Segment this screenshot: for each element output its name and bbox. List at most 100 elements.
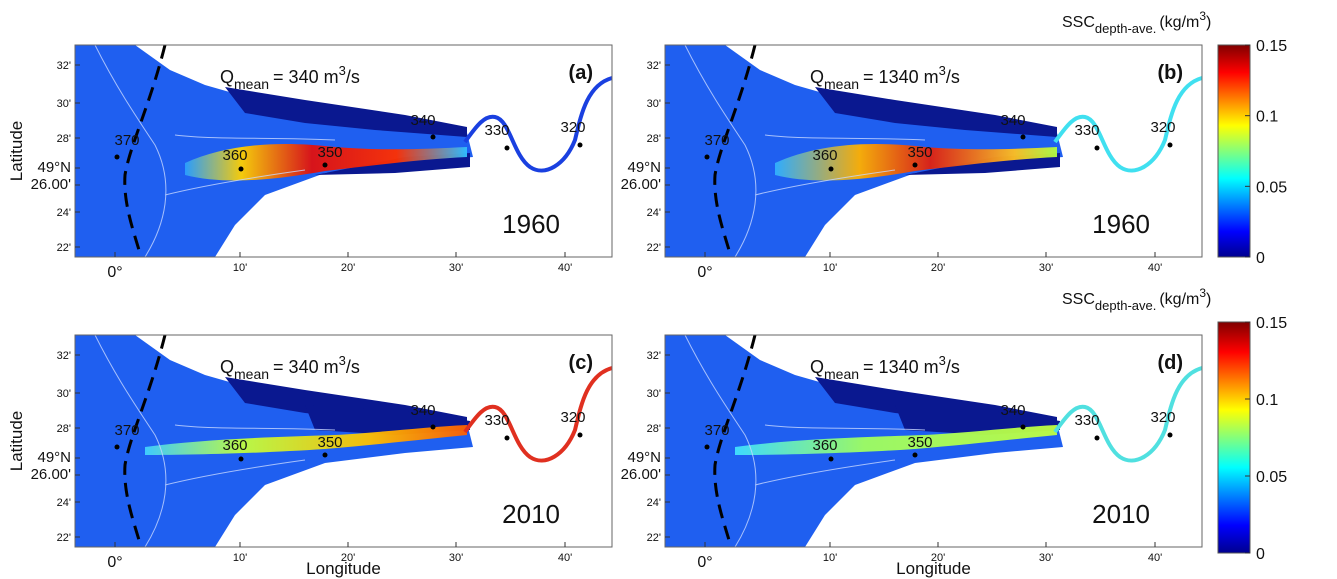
station-dot xyxy=(114,154,120,160)
x-tick-label: 0° xyxy=(107,264,122,281)
colorbar-subscript: depth-ave. xyxy=(1095,298,1156,313)
x-tick-label: 0° xyxy=(697,554,712,571)
discharge-subscript: mean xyxy=(824,76,859,92)
x-tick-label: 30' xyxy=(449,552,463,564)
discharge-unit-tail: /s xyxy=(346,67,360,87)
map-frame xyxy=(74,334,613,548)
station-dot xyxy=(828,456,834,462)
colorbar-unit-sup: 3 xyxy=(1199,9,1206,23)
station-label: 370 xyxy=(114,132,139,149)
x-tick-label: 10' xyxy=(233,552,247,564)
station-label: 340 xyxy=(410,402,435,419)
y-tick-label: 22' xyxy=(57,532,71,544)
station-dot xyxy=(704,444,710,450)
discharge-text: Qmean = 340 m3/s xyxy=(220,63,360,92)
station-label: 320 xyxy=(560,119,585,136)
boundary-dashed xyxy=(123,44,167,258)
y-tick-label: 28' xyxy=(57,423,71,435)
station-label: 350 xyxy=(317,434,342,451)
colorbar-unit: (kg/m xyxy=(1159,291,1199,308)
station-dot xyxy=(1167,432,1173,438)
colorbar-tick-label: 0.05 xyxy=(1256,469,1287,486)
y-tick-label: 49°N xyxy=(627,449,661,466)
station-dot xyxy=(322,162,328,168)
station-label: 330 xyxy=(1074,412,1099,429)
station-label: 370 xyxy=(704,422,729,439)
colorbar-title: SSCdepth-ave. (kg/m3) xyxy=(1062,286,1211,313)
contour xyxy=(94,44,336,258)
discharge-unit-tail: /s xyxy=(946,357,960,377)
station-dot xyxy=(1094,145,1100,151)
discharge-text: Qmean = 1340 m3/s xyxy=(810,353,960,382)
station-label: 360 xyxy=(812,147,837,164)
map-panel: 370 360 350 340 330 320 Qmean = 340 m3/s (c) 2010… xyxy=(31,334,613,571)
x-tick-label: 10' xyxy=(823,552,837,564)
station-label: 320 xyxy=(1150,119,1175,136)
panel-label: (d) xyxy=(1157,352,1183,374)
map-panel: 370 360 350 340 330 320 Qmean = 340 m3/s (a) 1960… xyxy=(31,44,613,281)
y-tick-label: 32' xyxy=(647,60,661,72)
station-dot xyxy=(912,162,918,168)
y-tick-label: 22' xyxy=(647,242,661,254)
station-dot xyxy=(238,166,244,172)
x-tick-label: 10' xyxy=(233,262,247,274)
colorbar-name: SSC xyxy=(1062,14,1095,31)
x-tick-label: 0° xyxy=(697,264,712,281)
x-axis-label: Longitude xyxy=(306,559,381,578)
station-label: 360 xyxy=(812,437,837,454)
station-dot xyxy=(1094,435,1100,441)
colorbar-tick-label: 0.1 xyxy=(1256,109,1278,126)
discharge-value: = 340 m xyxy=(273,357,339,377)
y-tick-label: 28' xyxy=(57,133,71,145)
colorbar-title: SSCdepth-ave. (kg/m3) xyxy=(1062,9,1211,36)
colorbar-tick-label: 0.15 xyxy=(1256,38,1287,55)
map-frame xyxy=(664,334,1203,548)
discharge-text: Qmean = 340 m3/s xyxy=(220,353,360,382)
shoal xyxy=(225,87,467,137)
y-axis-label: Latitude xyxy=(7,121,26,182)
y-tick-label: 30' xyxy=(57,388,71,400)
station-dot xyxy=(430,134,436,140)
contour xyxy=(94,334,336,548)
station-label: 360 xyxy=(222,437,247,454)
discharge-unit-sup: 3 xyxy=(339,353,346,368)
station-label: 340 xyxy=(410,112,435,129)
river xyxy=(463,366,613,463)
y-tick-label: 30' xyxy=(647,98,661,110)
panel-label: (c) xyxy=(569,352,593,374)
station-dot xyxy=(577,432,583,438)
x-tick-label: 30' xyxy=(449,262,463,274)
x-tick-label: 30' xyxy=(1039,552,1053,564)
station-dot xyxy=(1020,134,1026,140)
colorbar-tick-label: 0.15 xyxy=(1256,315,1287,332)
discharge-symbol: Q xyxy=(810,67,824,87)
x-tick-label: 10' xyxy=(823,262,837,274)
map-panel: 370 360 350 340 330 320 Qmean = 1340 m3/s (d) 201… xyxy=(621,334,1203,571)
y-tick-label: 24' xyxy=(647,497,661,509)
station-label: 320 xyxy=(560,409,585,426)
station-label: 360 xyxy=(222,147,247,164)
x-axis-label: Longitude xyxy=(896,559,971,578)
year-label: 1960 xyxy=(502,209,560,239)
x-tick-label: 30' xyxy=(1039,262,1053,274)
boundary-dashed xyxy=(123,334,167,548)
station-dot xyxy=(912,452,918,458)
panel-label: (a) xyxy=(569,62,593,84)
river xyxy=(1053,76,1203,173)
station-label: 350 xyxy=(907,144,932,161)
x-tick-label: 40' xyxy=(1148,262,1162,274)
x-tick-label: 20' xyxy=(931,262,945,274)
station-dot xyxy=(1167,142,1173,148)
station-label: 340 xyxy=(1000,112,1025,129)
x-tick-label: 20' xyxy=(341,552,355,564)
y-tick-label: 26.00' xyxy=(621,176,662,193)
colorbar-tick-label: 0 xyxy=(1256,546,1265,563)
map-panel: 370 360 350 340 330 320 Qmean = 1340 m3/s (b) 196… xyxy=(621,44,1203,281)
y-tick-label: 24' xyxy=(57,497,71,509)
y-tick-label: 49°N xyxy=(37,449,71,466)
shoal xyxy=(305,405,470,435)
contour xyxy=(684,334,926,548)
panel-label: (b) xyxy=(1157,62,1183,84)
discharge-unit-sup: 3 xyxy=(939,63,946,78)
